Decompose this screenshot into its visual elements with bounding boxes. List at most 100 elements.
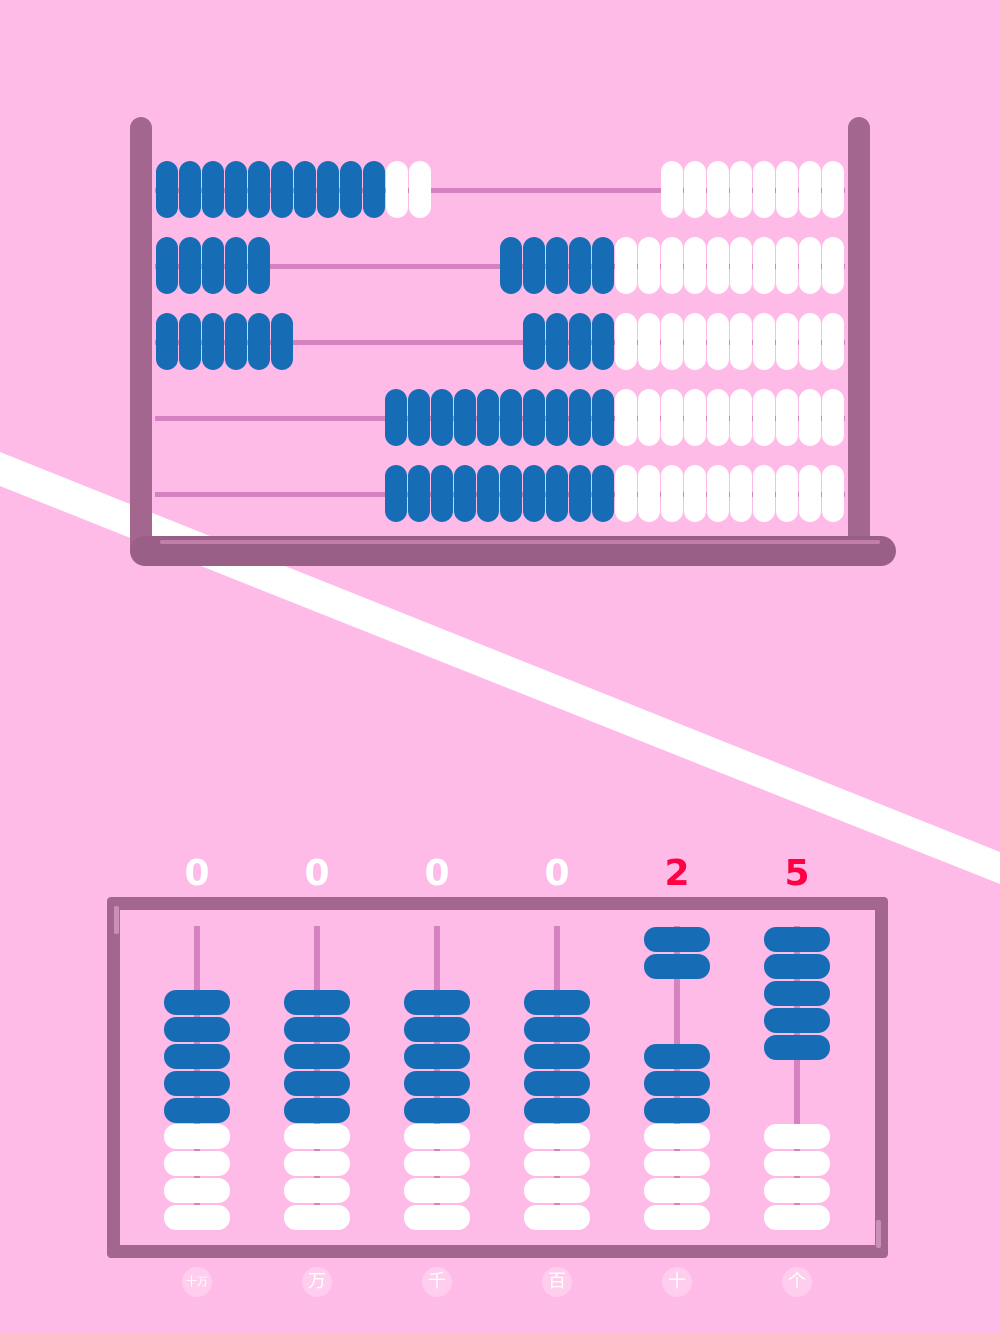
rack-bead-blue[interactable]	[225, 313, 247, 370]
rack-bead-white[interactable]	[799, 313, 821, 370]
rack-bead-blue[interactable]	[454, 389, 476, 446]
rack-bead-white[interactable]	[776, 389, 798, 446]
rack-bead-blue[interactable]	[294, 161, 316, 218]
rack-bead-blue[interactable]	[431, 389, 453, 446]
soroban-bead-white[interactable]	[284, 1205, 350, 1230]
rack-bead-white[interactable]	[638, 237, 660, 294]
soroban-bead-blue[interactable]	[284, 990, 350, 1015]
rack-bead-white[interactable]	[730, 237, 752, 294]
soroban-bead-blue[interactable]	[164, 1017, 230, 1042]
soroban-bead-white[interactable]	[164, 1205, 230, 1230]
rack-bead-white[interactable]	[753, 237, 775, 294]
rack-bead-white[interactable]	[799, 237, 821, 294]
rack-bead-blue[interactable]	[156, 161, 178, 218]
rack-bead-white[interactable]	[661, 237, 683, 294]
soroban-bead-blue[interactable]	[764, 954, 830, 979]
soroban-bead-blue[interactable]	[284, 1017, 350, 1042]
soroban-bead-white[interactable]	[284, 1124, 350, 1149]
rack-bead-blue[interactable]	[271, 313, 293, 370]
rack-bead-white[interactable]	[776, 313, 798, 370]
soroban-bead-blue[interactable]	[764, 1035, 830, 1060]
rack-bead-blue[interactable]	[569, 465, 591, 522]
rack-bead-white[interactable]	[684, 389, 706, 446]
rack-bead-blue[interactable]	[363, 161, 385, 218]
soroban-bead-blue[interactable]	[524, 1017, 590, 1042]
rack-bead-blue[interactable]	[569, 389, 591, 446]
rack-bead-white[interactable]	[730, 389, 752, 446]
rack-bead-blue[interactable]	[317, 161, 339, 218]
soroban-bead-blue[interactable]	[284, 1044, 350, 1069]
soroban-bead-blue[interactable]	[644, 954, 710, 979]
rack-bead-white[interactable]	[615, 465, 637, 522]
rack-bead-blue[interactable]	[546, 237, 568, 294]
rack-bead-blue[interactable]	[156, 313, 178, 370]
soroban-bead-white[interactable]	[644, 1124, 710, 1149]
soroban-bead-white[interactable]	[404, 1124, 470, 1149]
rack-bead-white[interactable]	[753, 389, 775, 446]
rack-bead-white[interactable]	[822, 313, 844, 370]
soroban-bead-white[interactable]	[764, 1151, 830, 1176]
rack-bead-white[interactable]	[799, 465, 821, 522]
rack-bead-white[interactable]	[799, 161, 821, 218]
soroban-bead-blue[interactable]	[524, 1071, 590, 1096]
soroban-bead-white[interactable]	[404, 1178, 470, 1203]
rack-bead-white[interactable]	[776, 237, 798, 294]
rack-bead-blue[interactable]	[225, 161, 247, 218]
rack-bead-blue[interactable]	[523, 313, 545, 370]
rack-bead-white[interactable]	[661, 313, 683, 370]
rack-bead-blue[interactable]	[179, 161, 201, 218]
rack-bead-blue[interactable]	[385, 465, 407, 522]
soroban-bead-white[interactable]	[644, 1205, 710, 1230]
rack-bead-blue[interactable]	[546, 389, 568, 446]
soroban-bead-blue[interactable]	[404, 1017, 470, 1042]
soroban-bead-blue[interactable]	[404, 1071, 470, 1096]
soroban-bead-white[interactable]	[644, 1151, 710, 1176]
rack-bead-white[interactable]	[730, 313, 752, 370]
rack-bead-blue[interactable]	[569, 237, 591, 294]
soroban-bead-white[interactable]	[524, 1178, 590, 1203]
soroban-bead-blue[interactable]	[524, 990, 590, 1015]
soroban-bead-blue[interactable]	[284, 1098, 350, 1123]
soroban-bead-white[interactable]	[284, 1178, 350, 1203]
rack-bead-blue[interactable]	[202, 313, 224, 370]
soroban-bead-blue[interactable]	[764, 981, 830, 1006]
rack-bead-blue[interactable]	[546, 313, 568, 370]
rack-bead-blue[interactable]	[477, 389, 499, 446]
rack-bead-blue[interactable]	[225, 237, 247, 294]
rack-bead-white[interactable]	[707, 161, 729, 218]
soroban-bead-white[interactable]	[524, 1151, 590, 1176]
soroban-bead-white[interactable]	[764, 1205, 830, 1230]
rack-bead-white[interactable]	[799, 389, 821, 446]
rack-bead-white[interactable]	[822, 161, 844, 218]
rack-bead-blue[interactable]	[454, 465, 476, 522]
soroban-bead-white[interactable]	[164, 1178, 230, 1203]
soroban-bead-blue[interactable]	[404, 1044, 470, 1069]
soroban-bead-blue[interactable]	[644, 927, 710, 952]
rack-bead-white[interactable]	[730, 465, 752, 522]
rack-bead-blue[interactable]	[202, 161, 224, 218]
rack-bead-blue[interactable]	[408, 465, 430, 522]
rack-bead-blue[interactable]	[523, 465, 545, 522]
soroban-bead-blue[interactable]	[764, 927, 830, 952]
rack-bead-blue[interactable]	[248, 313, 270, 370]
rack-bead-blue[interactable]	[431, 465, 453, 522]
rack-bead-white[interactable]	[615, 389, 637, 446]
soroban-bead-blue[interactable]	[164, 1071, 230, 1096]
rack-bead-blue[interactable]	[523, 237, 545, 294]
rack-bead-white[interactable]	[822, 237, 844, 294]
rack-bead-blue[interactable]	[179, 237, 201, 294]
rack-bead-blue[interactable]	[202, 237, 224, 294]
rack-bead-white[interactable]	[684, 465, 706, 522]
soroban-bead-blue[interactable]	[524, 1098, 590, 1123]
rack-bead-white[interactable]	[615, 313, 637, 370]
rack-bead-blue[interactable]	[546, 465, 568, 522]
rack-bead-white[interactable]	[776, 465, 798, 522]
rack-bead-blue[interactable]	[248, 161, 270, 218]
rack-bead-blue[interactable]	[592, 237, 614, 294]
soroban-bead-blue[interactable]	[524, 1044, 590, 1069]
rack-bead-white[interactable]	[684, 237, 706, 294]
soroban-bead-white[interactable]	[164, 1124, 230, 1149]
rack-bead-blue[interactable]	[385, 389, 407, 446]
rack-bead-blue[interactable]	[592, 313, 614, 370]
rack-bead-white[interactable]	[661, 161, 683, 218]
